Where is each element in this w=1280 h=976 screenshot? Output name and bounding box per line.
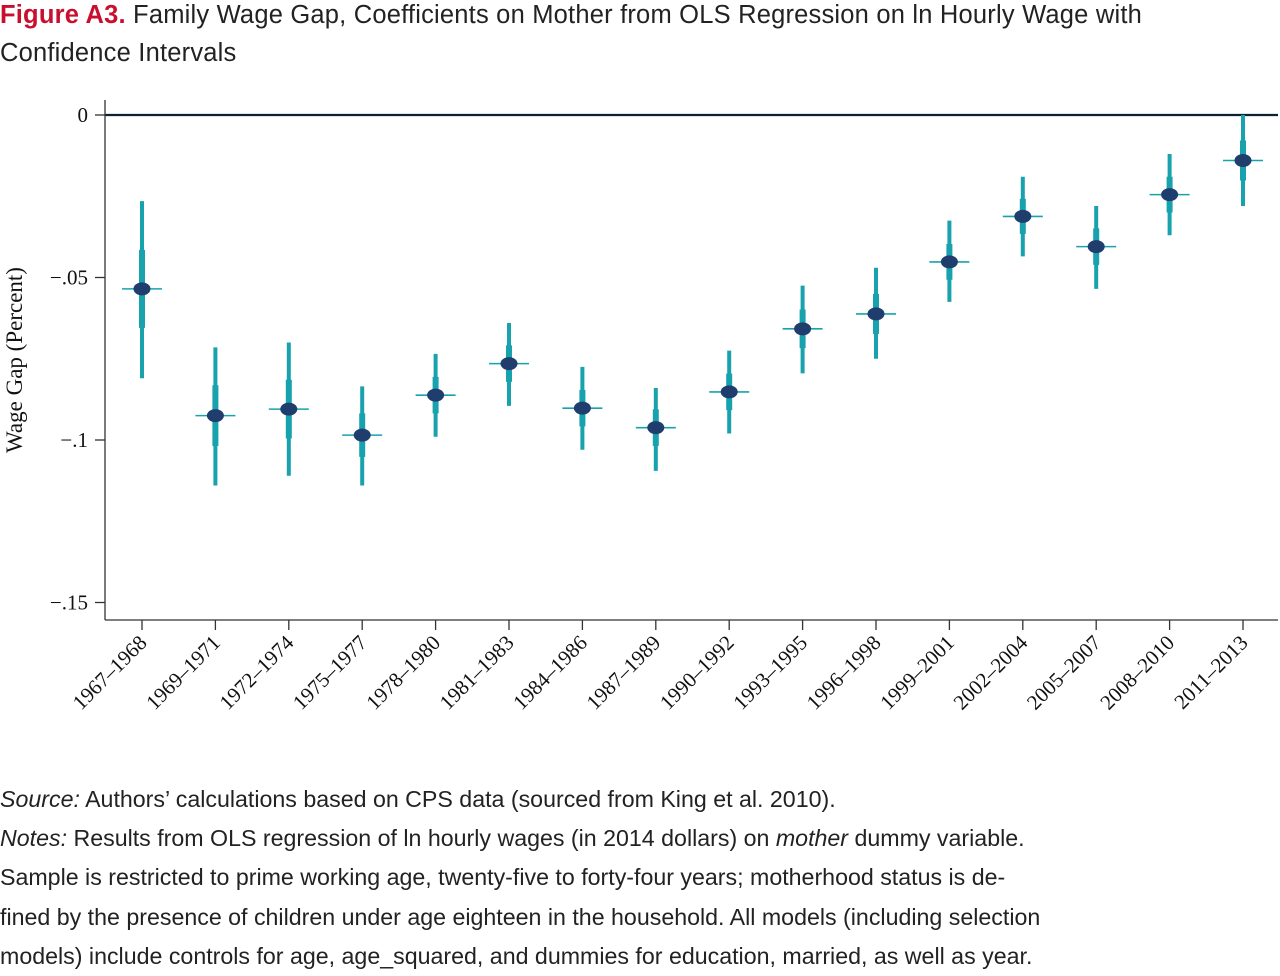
x-tick-label: 2005–2007 [1022, 631, 1106, 715]
point-estimate [794, 322, 812, 336]
x-tick-label: 1984–1986 [508, 631, 592, 715]
x-tick-label: 1972–1974 [215, 630, 299, 714]
x-tick-label: 1981–1983 [435, 631, 519, 715]
y-tick-label: −.15 [50, 591, 88, 615]
y-tick-label: 0 [78, 103, 89, 127]
x-tick-label: 1967–1968 [68, 631, 152, 715]
point-estimate [280, 402, 298, 416]
source-text: Authors’ calculations based on CPS data … [79, 786, 836, 812]
x-tick-label: 1969–1971 [141, 631, 225, 715]
point-estimate [1087, 240, 1105, 254]
point-estimate [1161, 188, 1179, 202]
figure-label: Figure A3. [0, 1, 126, 29]
point-estimate [573, 401, 591, 415]
x-tick-label: 2008–2010 [1095, 631, 1179, 715]
point-estimate [206, 409, 224, 423]
notes-label: Notes: [0, 825, 68, 852]
notes-line-1: Notes: Results from OLS regression of ln… [0, 819, 1280, 858]
point-estimate [427, 388, 445, 402]
notes-mother-term: mother [775, 825, 849, 852]
y-axis-label: Wage Gap (Percent) [2, 267, 27, 453]
notes-line-3: fined by the presence of children under … [0, 903, 1041, 930]
notes-line-4: models) include controls for age, age_sq… [0, 942, 1033, 969]
point-estimate [720, 385, 738, 399]
x-tick-label: 1987–1989 [582, 631, 666, 715]
x-tick-label: 1996–1998 [802, 631, 886, 715]
x-tick-label: 1990–1992 [655, 631, 739, 715]
x-tick-label: 1975–1977 [288, 631, 372, 715]
point-estimate [1234, 154, 1252, 167]
source-label: Source: [0, 786, 80, 812]
point-estimate [647, 421, 665, 435]
notes-text-1: Results from OLS regression of ln hourly… [67, 825, 776, 852]
x-tick-label: 1993–1995 [728, 631, 812, 715]
coefficient-chart: Wage Gap (Percent) 0 −.05 −.1 −.15 1967–1968… [2, 100, 1278, 715]
point-estimate [940, 255, 958, 269]
point-estimate [500, 357, 518, 371]
x-tick-label: 2002–2004 [949, 630, 1033, 714]
notes-line-2: Sample is restricted to prime working ag… [0, 864, 1006, 891]
source-line: Source: Authors’ calculations based on C… [0, 780, 1280, 819]
notes-text-2: dummy variable. [848, 825, 1025, 852]
figure-title-text: Family Wage Gap, Coefficients on Mother … [0, 1, 1142, 67]
y-tick-label: −.05 [50, 266, 88, 290]
point-estimate [353, 428, 371, 442]
point-estimate [867, 307, 885, 321]
x-tick-label: 1999–2001 [875, 631, 959, 715]
point-estimate [133, 282, 151, 296]
x-tick-label: 2011–2013 [1169, 631, 1252, 714]
figure-title: Figure A3. Family Wage Gap, Coefficients… [0, 0, 1278, 72]
x-tick-label: 1978–1980 [361, 631, 445, 715]
figure-notes: Source: Authors’ calculations based on C… [0, 780, 1280, 976]
point-estimate [1014, 209, 1032, 223]
y-tick-label: −.1 [60, 428, 88, 452]
